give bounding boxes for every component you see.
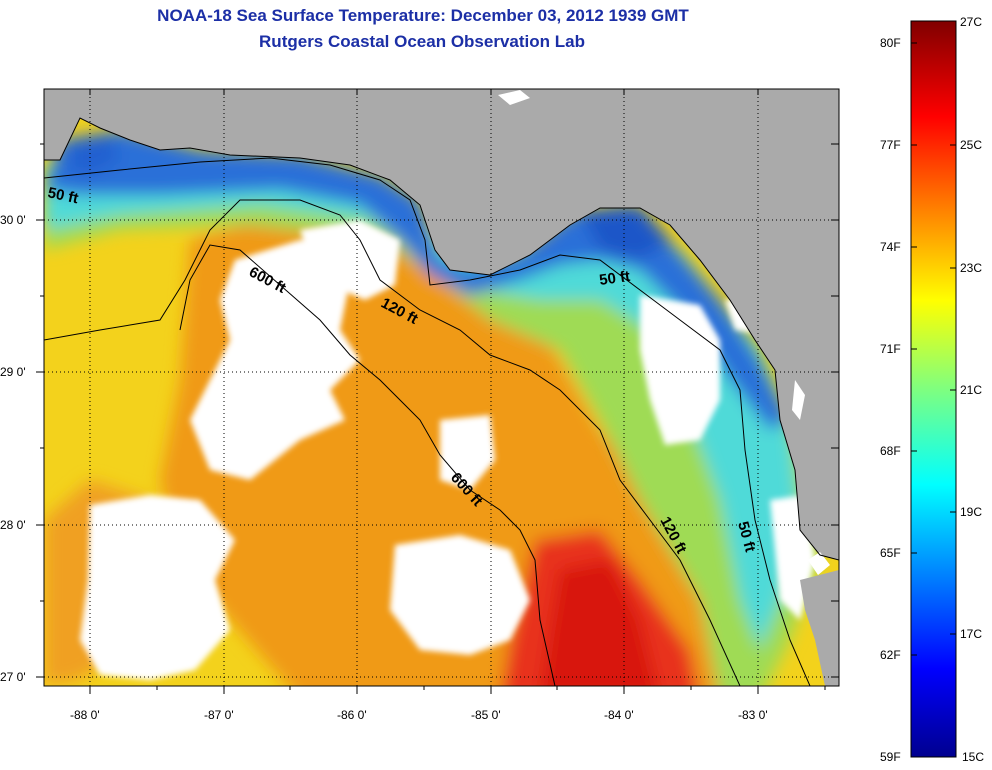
contour-600ft <box>179 244 556 686</box>
contour-50ft <box>44 157 811 686</box>
colorbar-f-59: 59F <box>880 750 901 764</box>
cloud-north <box>300 220 400 300</box>
colorbar-c-17: 17C <box>960 627 982 641</box>
lon-label-87: -87 0' <box>204 708 234 722</box>
lat-label-29: 29 0' <box>0 365 26 379</box>
contour-label-50ft-west: 50 ft <box>46 184 80 207</box>
colorbar-c-21: 21C <box>960 383 982 397</box>
graticule <box>44 89 839 686</box>
colorbar-ticks <box>911 42 956 656</box>
cloud-central <box>190 240 360 480</box>
lon-label-84: -84 0' <box>604 708 634 722</box>
axis-ticks <box>36 89 839 694</box>
contour-label-50ft-east: 50 ft <box>598 268 631 289</box>
colorbar-f-80: 80F <box>880 36 901 50</box>
sst-map: 50 ft 600 ft 120 ft 50 ft 600 ft 120 ft … <box>0 88 840 722</box>
colorbar-c-25: 25C <box>960 138 982 152</box>
cold-blue-bay <box>70 135 120 175</box>
lon-label-88: -88 0' <box>70 708 100 722</box>
cloud-east <box>640 295 720 445</box>
colorbar-f-71: 71F <box>880 342 901 356</box>
colorbar-f-62: 62F <box>880 648 901 662</box>
cloud-south <box>390 535 530 655</box>
lat-label-27: 27 0' <box>0 670 26 684</box>
contour-120ft <box>44 199 741 686</box>
lat-label-30: 30 0' <box>0 213 26 227</box>
colorbar-f-65: 65F <box>880 546 901 560</box>
land-panhandle-florida <box>44 89 839 560</box>
map-frame <box>43 88 840 687</box>
cloud-southwest <box>80 495 235 680</box>
colorbar-c-23: 23C <box>960 261 982 275</box>
lon-label-83: -83 0' <box>738 708 768 722</box>
colorbar-f-77: 77F <box>880 138 901 152</box>
cold-blue-pocket <box>580 205 670 260</box>
colorbar-f-74: 74F <box>880 240 901 254</box>
colorbar-c-15: 15C <box>962 750 984 764</box>
land-southwest-florida <box>800 570 839 686</box>
colorbar-c-19: 19C <box>960 505 982 519</box>
coastline <box>44 117 839 561</box>
colorbar-c-27: 27C <box>960 15 982 29</box>
map-subtitle: Rutgers Coastal Ocean Observation Lab <box>259 32 585 51</box>
map-title: NOAA-18 Sea Surface Temperature: Decembe… <box>157 6 689 25</box>
cool-cyan-shelf <box>44 165 800 650</box>
colorbar-f-68: 68F <box>880 444 901 458</box>
hot-red-core <box>542 560 657 686</box>
lon-label-86: -86 0' <box>337 708 367 722</box>
lat-label-28: 28 0' <box>0 518 26 532</box>
colorbar-scale <box>910 20 957 758</box>
lon-label-85: -85 0' <box>471 708 501 722</box>
